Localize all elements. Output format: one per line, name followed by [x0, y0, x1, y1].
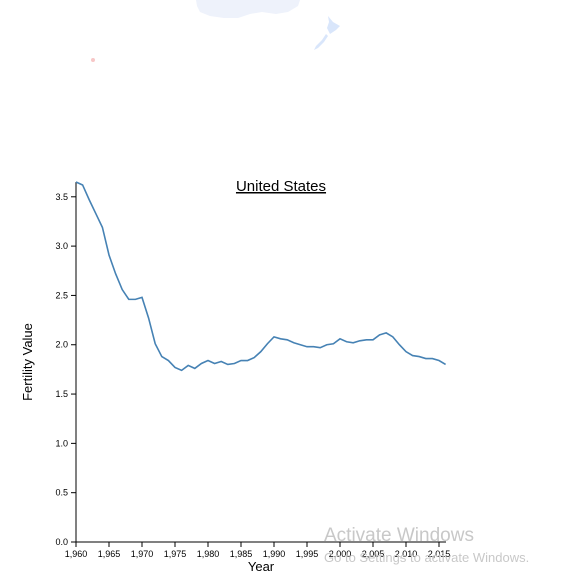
x-tick-label: 2,010 [395, 549, 418, 559]
y-tick-label: 1.0 [55, 438, 68, 448]
y-tick-label: 3.5 [55, 192, 68, 202]
y-axis: 0.0 0.5 1.0 1.5 2.0 2.5 3.0 3.5 [55, 182, 77, 547]
y-ticks: 0.0 0.5 1.0 1.5 2.0 2.5 3.0 3.5 [55, 192, 76, 547]
x-axis: 1,960 1,965 1,970 1,975 1,980 1,985 1,990 1,995… [65, 541, 451, 559]
x-tick-label: 2,015 [428, 549, 451, 559]
y-axis-title: Fertility Value [20, 323, 35, 401]
x-ticks: 1,960 1,965 1,970 1,975 1,980 1,985 1,990 1,995… [65, 542, 451, 559]
world-map-fragment [91, 0, 340, 62]
x-tick-label: 1,975 [164, 549, 187, 559]
watermark-title: Activate Windows [324, 525, 474, 546]
x-tick-label: 1,960 [65, 549, 88, 559]
y-tick-label: 0.5 [55, 488, 68, 498]
x-tick-label: 1,995 [296, 549, 319, 559]
x-tick-label: 1,970 [131, 549, 154, 559]
watermark-subtitle: Go to Settings to activate Windows. [324, 550, 530, 565]
fertility-series-line [75, 181, 447, 372]
chart-title: United States [236, 178, 326, 195]
x-tick-label: 1,985 [230, 549, 253, 559]
map-landmass-new-zealand-north [327, 16, 340, 34]
x-tick-label: 1,990 [263, 549, 286, 559]
y-tick-label: 3.0 [55, 241, 68, 251]
x-tick-label: 2,005 [362, 549, 385, 559]
map-landmass-australia [196, 0, 300, 18]
map-dot [91, 58, 95, 62]
x-tick-label: 2,000 [329, 549, 352, 559]
map-landmass-new-zealand-south [314, 34, 328, 50]
y-tick-label: 2.0 [55, 340, 68, 350]
x-axis-title: Year [248, 559, 275, 574]
y-tick-label: 0.0 [55, 537, 68, 547]
y-tick-label: 2.5 [55, 290, 68, 300]
x-tick-label: 1,965 [98, 549, 121, 559]
x-tick-label: 1,980 [197, 549, 220, 559]
y-tick-label: 1.5 [55, 389, 68, 399]
